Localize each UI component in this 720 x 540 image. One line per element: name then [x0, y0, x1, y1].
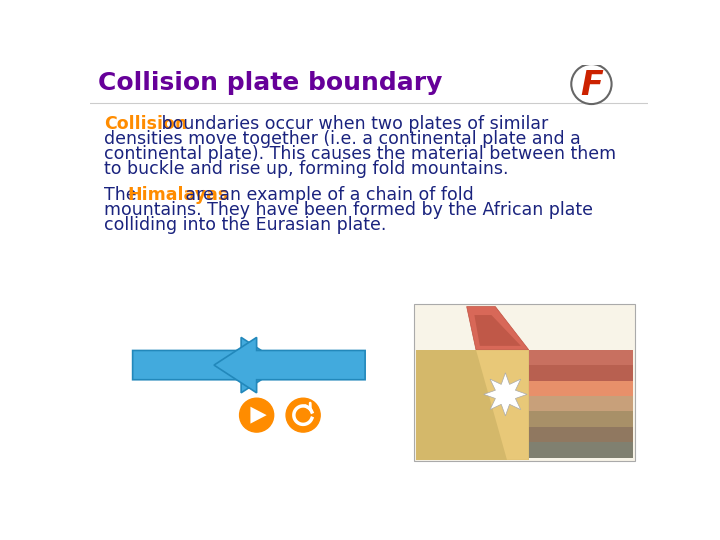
- Text: F: F: [580, 69, 603, 102]
- Text: densities move together (i.e. a continental plate and a: densities move together (i.e. a continen…: [104, 130, 581, 148]
- Text: Himalayas: Himalayas: [127, 186, 228, 205]
- Bar: [528, 365, 634, 381]
- Text: boundaries occur when two plates of similar: boundaries occur when two plates of simi…: [156, 115, 549, 133]
- Text: The: The: [104, 186, 142, 205]
- Bar: [528, 396, 634, 411]
- Polygon shape: [484, 373, 527, 416]
- Bar: [414, 303, 635, 461]
- Text: mountains. They have been formed by the African plate: mountains. They have been formed by the …: [104, 201, 593, 219]
- Polygon shape: [415, 350, 528, 460]
- Text: colliding into the Eurasian plate.: colliding into the Eurasian plate.: [104, 217, 387, 234]
- Circle shape: [571, 64, 611, 104]
- Text: to buckle and rise up, forming fold mountains.: to buckle and rise up, forming fold moun…: [104, 160, 508, 178]
- Polygon shape: [476, 350, 528, 460]
- Bar: [528, 427, 634, 442]
- Text: Collision: Collision: [104, 115, 187, 133]
- Text: continental plate). This causes the material between them: continental plate). This causes the mate…: [104, 145, 616, 163]
- FancyArrow shape: [132, 338, 284, 393]
- Circle shape: [286, 398, 320, 432]
- Circle shape: [240, 398, 274, 432]
- Bar: [528, 381, 634, 396]
- Text: Collision plate boundary: Collision plate boundary: [98, 71, 442, 95]
- Bar: [528, 411, 634, 427]
- Text: are an example of a chain of fold: are an example of a chain of fold: [179, 186, 473, 205]
- Polygon shape: [467, 307, 528, 350]
- Polygon shape: [251, 407, 266, 423]
- Bar: [528, 442, 634, 457]
- Bar: [528, 350, 634, 365]
- Polygon shape: [474, 315, 521, 346]
- FancyArrow shape: [214, 338, 365, 393]
